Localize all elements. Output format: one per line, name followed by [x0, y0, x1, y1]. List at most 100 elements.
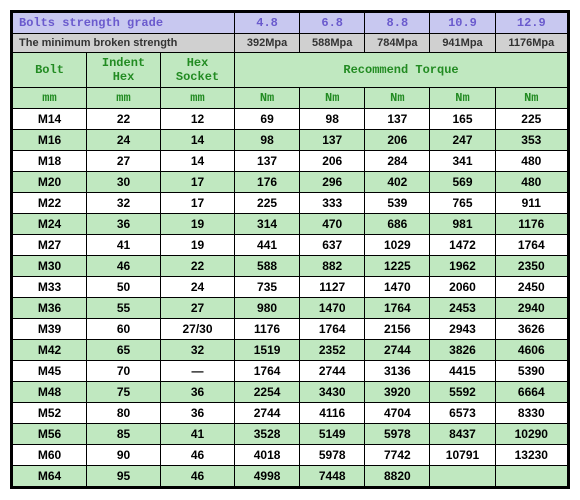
cell: 686	[365, 214, 430, 235]
cell: M52	[13, 403, 87, 424]
cell: 4018	[235, 445, 300, 466]
cell: 4116	[300, 403, 365, 424]
cell: M14	[13, 109, 87, 130]
cell: 137	[300, 130, 365, 151]
table-row: M649546499874488820	[13, 466, 568, 487]
cell: 765	[430, 193, 495, 214]
cell: 65	[87, 340, 161, 361]
grade-2: 8.8	[365, 13, 430, 34]
unit-mm-0: mm	[13, 88, 87, 109]
cell: M42	[13, 340, 87, 361]
unit-mm-1: mm	[87, 88, 161, 109]
strength-1: 588Mpa	[300, 34, 365, 53]
table-row: M223217225333539765911	[13, 193, 568, 214]
table-row: M274119441637102914721764	[13, 235, 568, 256]
cell: 75	[87, 382, 161, 403]
cell: 296	[300, 172, 365, 193]
cell: 8820	[365, 466, 430, 487]
table-row: M16241498137206247353	[13, 130, 568, 151]
table-row: M1422126998137165225	[13, 109, 568, 130]
cell: 46	[161, 466, 235, 487]
cell: 314	[235, 214, 300, 235]
col-indent: Indent Hex	[87, 53, 161, 88]
unit-nm-4: Nm	[495, 88, 567, 109]
cell: 69	[235, 109, 300, 130]
cell: 569	[430, 172, 495, 193]
cell: 17	[161, 172, 235, 193]
cell: 911	[495, 193, 567, 214]
table-row: M52803627444116470465738330	[13, 403, 568, 424]
cell: 5978	[300, 445, 365, 466]
cell: 27/30	[161, 319, 235, 340]
cell: 2940	[495, 298, 567, 319]
cell: 980	[235, 298, 300, 319]
cell: 2060	[430, 277, 495, 298]
cell: 70	[87, 361, 161, 382]
table-row: M396027/3011761764215629433626	[13, 319, 568, 340]
cell: 3136	[365, 361, 430, 382]
cell: 137	[365, 109, 430, 130]
cell: M18	[13, 151, 87, 172]
cell: 85	[87, 424, 161, 445]
cell: 19	[161, 214, 235, 235]
cell: 90	[87, 445, 161, 466]
cell: 2744	[235, 403, 300, 424]
cell: 1127	[300, 277, 365, 298]
cell: 4415	[430, 361, 495, 382]
cell: 4606	[495, 340, 567, 361]
cell: 36	[161, 382, 235, 403]
col-socket: Hex Socket	[161, 53, 235, 88]
unit-mm-2: mm	[161, 88, 235, 109]
cell: 1176	[495, 214, 567, 235]
cell: 206	[365, 130, 430, 151]
cell: 2254	[235, 382, 300, 403]
cell: 36	[87, 214, 161, 235]
cell: 10791	[430, 445, 495, 466]
unit-nm-2: Nm	[365, 88, 430, 109]
cell: 206	[300, 151, 365, 172]
grade-label: Bolts strength grade	[13, 13, 235, 34]
strength-4: 1176Mpa	[495, 34, 567, 53]
cell: 735	[235, 277, 300, 298]
cell: 165	[430, 109, 495, 130]
cell: 2156	[365, 319, 430, 340]
cell: 24	[161, 277, 235, 298]
cell: 6573	[430, 403, 495, 424]
table-row: M6090464018597877421079113230	[13, 445, 568, 466]
cell: 1029	[365, 235, 430, 256]
cell: 14	[161, 130, 235, 151]
torque-table-container: Bolts strength grade 4.8 6.8 8.8 10.9 12…	[10, 10, 570, 489]
cell: 588	[235, 256, 300, 277]
cell: 225	[495, 109, 567, 130]
cell: M39	[13, 319, 87, 340]
cell: 5978	[365, 424, 430, 445]
cell: M24	[13, 214, 87, 235]
cell: 1472	[430, 235, 495, 256]
table-row: M42653215192352274438264606	[13, 340, 568, 361]
cell: M16	[13, 130, 87, 151]
cell: 6664	[495, 382, 567, 403]
grade-3: 10.9	[430, 13, 495, 34]
cell	[495, 466, 567, 487]
table-row: M48753622543430392055926664	[13, 382, 568, 403]
cell: 981	[430, 214, 495, 235]
table-row: M203017176296402569480	[13, 172, 568, 193]
unit-nm-0: Nm	[235, 88, 300, 109]
cell: 333	[300, 193, 365, 214]
cell: 1764	[235, 361, 300, 382]
cell: 27	[87, 151, 161, 172]
cell: 27	[161, 298, 235, 319]
cell: 2450	[495, 277, 567, 298]
cell: 402	[365, 172, 430, 193]
unit-nm-3: Nm	[430, 88, 495, 109]
cell: 480	[495, 172, 567, 193]
cell: 7448	[300, 466, 365, 487]
cell: 5149	[300, 424, 365, 445]
unit-nm-1: Nm	[300, 88, 365, 109]
cell: M48	[13, 382, 87, 403]
cell: 80	[87, 403, 161, 424]
strength-label: The minimum broken strength	[13, 34, 235, 53]
cell: M27	[13, 235, 87, 256]
cell: 22	[161, 256, 235, 277]
cell: 3626	[495, 319, 567, 340]
